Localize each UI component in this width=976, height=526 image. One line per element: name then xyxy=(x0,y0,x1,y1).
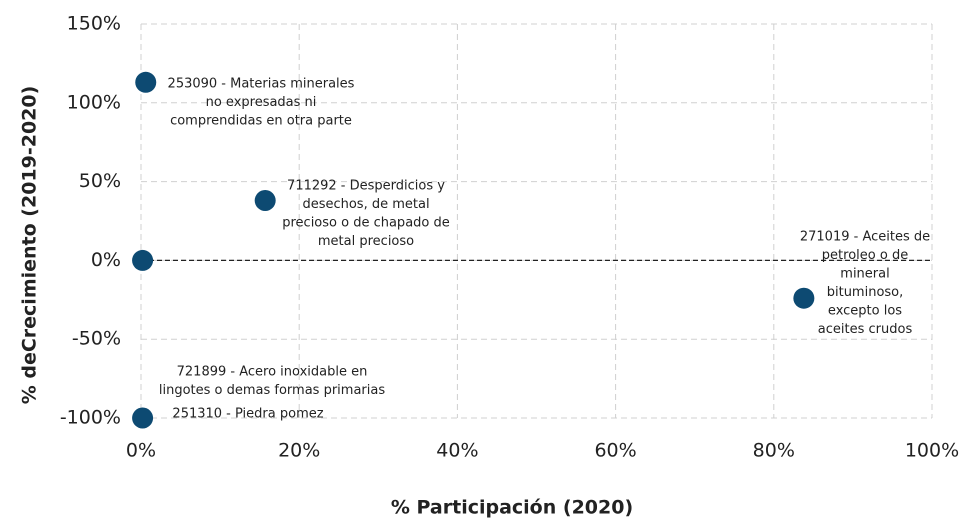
annotation: petroleo o de xyxy=(822,248,908,263)
x-axis-title: % Participación (2020) xyxy=(391,497,633,519)
annotation: lingotes o demas formas primarias xyxy=(159,383,385,398)
x-tick-label: 40% xyxy=(436,440,478,462)
annotation: comprendidas en otra parte xyxy=(170,114,352,129)
annotation: mineral xyxy=(840,267,889,282)
x-tick-label: 0% xyxy=(126,440,156,462)
annotation: desechos, de metal xyxy=(302,197,429,212)
x-tick-label: 60% xyxy=(594,440,636,462)
y-tick-label: -50% xyxy=(72,328,121,350)
annotation: no expresadas ni xyxy=(206,95,317,110)
annotation: bituminoso, xyxy=(827,285,904,300)
x-tick-label: 20% xyxy=(278,440,320,462)
annotation: 253090 - Materias minerales xyxy=(168,77,355,92)
annotation: 251310 - Piedra pomez xyxy=(172,407,323,422)
y-tick-label: 0% xyxy=(91,249,121,271)
point xyxy=(793,287,815,309)
annotation: aceites crudos xyxy=(818,322,913,337)
annotation: metal precioso xyxy=(318,234,414,249)
point xyxy=(132,249,154,271)
x-tick-label: 100% xyxy=(905,440,959,462)
x-tick-label: 80% xyxy=(753,440,795,462)
annotation: 271019 - Aceites de xyxy=(800,230,930,245)
y-tick-label: 50% xyxy=(79,170,121,192)
annotation: 721899 - Acero inoxidable en xyxy=(177,365,368,380)
y-tick-label: 100% xyxy=(67,91,121,113)
annotation: 711292 - Desperdicios y xyxy=(287,179,445,194)
y-tick-label: 150% xyxy=(67,13,121,35)
annotation: excepto los xyxy=(828,304,902,319)
point xyxy=(135,71,157,93)
point xyxy=(132,407,154,429)
annotation: precioso o de chapado de xyxy=(282,216,450,231)
y-axis-title: % deCrecimiento (2019-2020) xyxy=(19,86,41,405)
y-tick-label: -100% xyxy=(60,407,121,429)
point xyxy=(254,190,276,212)
